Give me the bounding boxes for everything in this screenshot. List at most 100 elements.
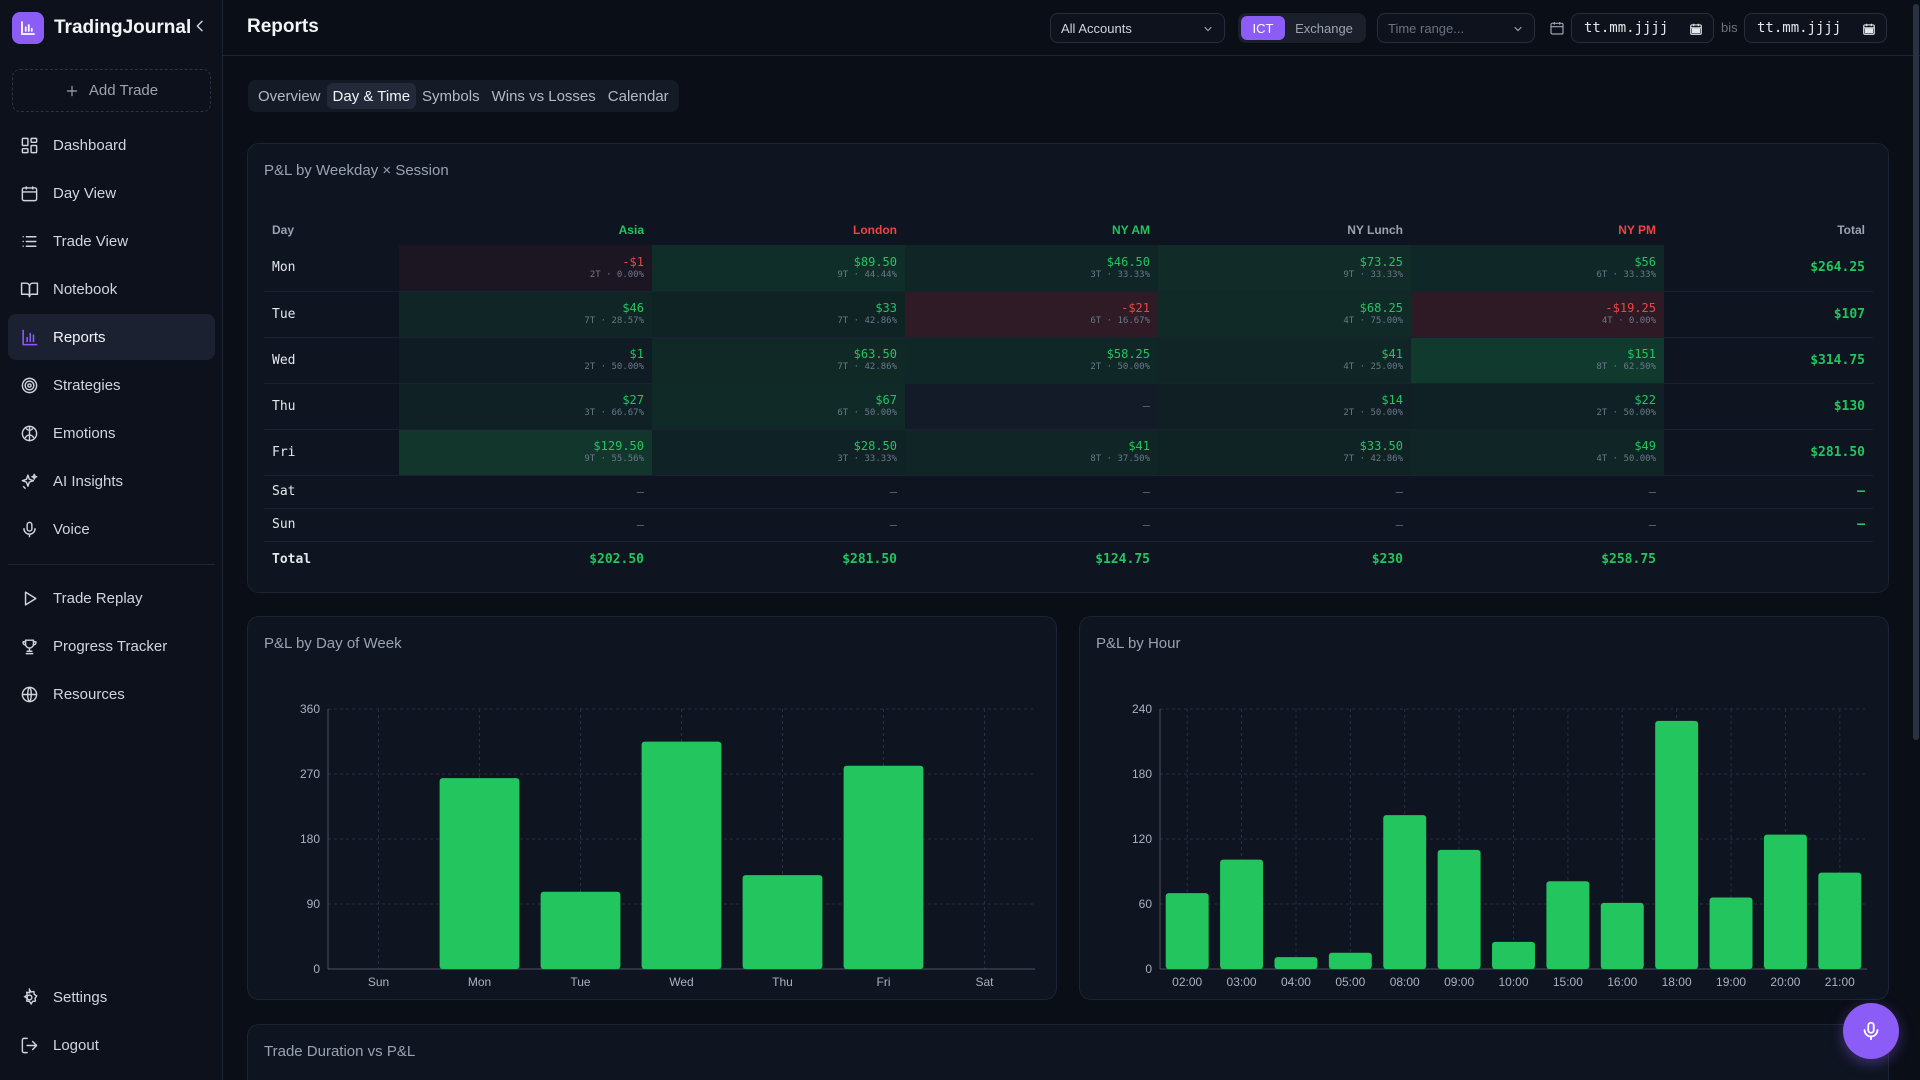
- sidebar-item-logout[interactable]: Logout: [8, 1022, 215, 1068]
- sidebar-item-voice[interactable]: Voice: [8, 506, 215, 552]
- heatmap-cell[interactable]: $33 7T · 42.86%: [652, 291, 905, 338]
- sidebar-item-progress-tracker[interactable]: Progress Tracker: [8, 623, 215, 669]
- date-from-input[interactable]: tt.mm.jjjj: [1571, 13, 1714, 43]
- heatmap-cell[interactable]: $49 4T · 50.00%: [1411, 429, 1664, 476]
- totals-label: Total: [264, 540, 399, 577]
- heatmap-cell[interactable]: $89.50 9T · 44.44%: [652, 245, 905, 292]
- heatmap-cell[interactable]: $22 2T · 50.00%: [1411, 383, 1664, 430]
- heatmap-cell[interactable]: $67 6T · 50.00%: [652, 383, 905, 430]
- calendar-picker-icon[interactable]: [1862, 22, 1876, 36]
- scrollbar-thumb[interactable]: [1913, 4, 1919, 740]
- heatmap-cell[interactable]: $41 4T · 25.00%: [1158, 337, 1411, 384]
- sidebar-item-strategies[interactable]: Strategies: [8, 362, 215, 408]
- cell-stats: 4T · 0.00%: [1601, 316, 1656, 326]
- cell-stats: 2T · 50.00%: [1343, 408, 1403, 418]
- tab-day-time[interactable]: Day & Time: [326, 83, 417, 109]
- heatmap-cell[interactable]: —: [652, 475, 905, 509]
- sidebar-item-notebook[interactable]: Notebook: [8, 266, 215, 312]
- chevron-down-icon: [1514, 26, 1522, 32]
- row-total: $107: [1664, 291, 1873, 338]
- date-to-input[interactable]: tt.mm.jjjj: [1744, 13, 1887, 43]
- column-header-ny-am: NY AM: [1111, 223, 1150, 237]
- x-tick-label: 09:00: [1444, 975, 1474, 989]
- heatmap-cell[interactable]: $46 7T · 28.57%: [399, 291, 652, 338]
- tab-symbols[interactable]: Symbols: [422, 87, 480, 105]
- bar: [843, 765, 924, 969]
- heatmap-cell[interactable]: —: [1158, 508, 1411, 542]
- heatmap-cell[interactable]: $28.50 3T · 33.33%: [652, 429, 905, 476]
- cell-value: $14: [1381, 393, 1403, 407]
- brand[interactable]: TradingJournal: [12, 12, 191, 44]
- heatmap-cell[interactable]: $151 8T · 62.50%: [1411, 337, 1664, 384]
- heatmap-cell[interactable]: —: [399, 475, 652, 509]
- heatmap-cell[interactable]: $68.25 4T · 75.00%: [1158, 291, 1411, 338]
- page-scrollbar[interactable]: [1911, 0, 1920, 740]
- heatmap-cell[interactable]: —: [905, 383, 1158, 430]
- add-trade-button[interactable]: Add Trade: [12, 69, 211, 112]
- cell-value: $67: [875, 393, 897, 407]
- heatmap-cell[interactable]: -$19.25 4T · 0.00%: [1411, 291, 1664, 338]
- heatmap-cell[interactable]: $1 2T · 50.00%: [399, 337, 652, 384]
- row-day: Sun: [264, 508, 399, 542]
- cell-value: $41: [1128, 439, 1150, 453]
- tab-calendar[interactable]: Calendar: [607, 87, 669, 105]
- voice-record-button[interactable]: [1843, 1003, 1899, 1059]
- cell-value: $41: [1381, 347, 1403, 361]
- heatmap-cell[interactable]: $73.25 9T · 33.33%: [1158, 245, 1411, 292]
- x-tick-label: Fri: [877, 975, 891, 989]
- tab-overview[interactable]: Overview: [258, 87, 321, 105]
- heatmap-cell[interactable]: $58.25 2T · 50.00%: [905, 337, 1158, 384]
- sidebar-item-settings[interactable]: Settings: [8, 974, 215, 1020]
- collapse-sidebar-icon[interactable]: [192, 18, 208, 34]
- heatmap-cell[interactable]: —: [652, 508, 905, 542]
- heatmap-cell[interactable]: $33.50 7T · 42.86%: [1158, 429, 1411, 476]
- cell-value: —: [1142, 484, 1150, 499]
- time-range-select[interactable]: Time range...: [1377, 13, 1535, 43]
- dashboard-icon: [21, 137, 38, 153]
- table-row: Wed $1 2T · 50.00% $63.50 7T · 42.86% $58.25 2…: [264, 337, 1873, 384]
- sidebar-item-emotions[interactable]: Emotions: [8, 410, 215, 456]
- heatmap-cell[interactable]: —: [399, 508, 652, 542]
- heatmap-cell[interactable]: $27 3T · 66.67%: [399, 383, 652, 430]
- x-tick-label: Sat: [975, 975, 994, 989]
- sidebar-item-dashboard[interactable]: Dashboard: [8, 122, 215, 168]
- table-row: Thu $27 3T · 66.67% $67 6T · 50.00% — $14 2T · …: [264, 383, 1873, 430]
- sidebar-item-label: Resources: [53, 685, 125, 703]
- sidebar-item-reports[interactable]: Reports: [8, 314, 215, 360]
- time-range-placeholder: Time range...: [1388, 20, 1465, 36]
- heatmap-cell[interactable]: $14 2T · 50.00%: [1158, 383, 1411, 430]
- account-select[interactable]: All Accounts: [1050, 13, 1225, 43]
- cell-stats: 2T · 0.00%: [589, 269, 644, 280]
- heatmap-cell[interactable]: —: [1411, 508, 1664, 542]
- heatmap-cell[interactable]: $56 6T · 33.33%: [1411, 245, 1664, 292]
- y-tick-label: 360: [300, 702, 320, 716]
- heatmap-cell[interactable]: $63.50 7T · 42.86%: [652, 337, 905, 384]
- heatmap-cell[interactable]: —: [905, 508, 1158, 542]
- cell-stats: 4T · 25.00%: [1343, 362, 1403, 372]
- sidebar-item-trade-view[interactable]: Trade View: [8, 218, 215, 264]
- heatmap-cell[interactable]: —: [905, 475, 1158, 509]
- row-total: $314.75: [1664, 337, 1873, 384]
- sidebar-item-trade-replay[interactable]: Trade Replay: [8, 575, 215, 621]
- tab-wins-vs-losses[interactable]: Wins vs Losses: [491, 87, 596, 105]
- sidebar-item-label: Day View: [53, 184, 117, 202]
- tz-option-exchange[interactable]: Exchange: [1295, 20, 1353, 36]
- heatmap-cell[interactable]: $129.50 9T · 55.56%: [399, 429, 652, 476]
- sidebar-item-day-view[interactable]: Day View: [8, 170, 215, 216]
- session-total: $281.50: [652, 540, 905, 577]
- trophy-icon: [22, 638, 37, 654]
- heatmap-cell[interactable]: -$21 6T · 16.67%: [905, 291, 1158, 338]
- cell-stats: 6T · 16.67%: [1090, 316, 1150, 326]
- sidebar-item-ai-insights[interactable]: AI Insights: [8, 458, 215, 504]
- heatmap-cell[interactable]: -$1 2T · 0.00%: [399, 245, 652, 292]
- calendar-picker-icon[interactable]: [1689, 22, 1703, 36]
- sidebar-item-resources[interactable]: Resources: [8, 671, 215, 717]
- y-tick-label: 90: [307, 897, 321, 911]
- weekday-session-table: Day Asia London NY AM NY Lunch NY PM Tot…: [264, 215, 1873, 577]
- heatmap-cell[interactable]: $41 8T · 37.50%: [905, 429, 1158, 476]
- heatmap-cell[interactable]: $46.50 3T · 33.33%: [905, 245, 1158, 292]
- cell-value: $46: [622, 301, 644, 315]
- heatmap-cell[interactable]: —: [1158, 475, 1411, 509]
- heatmap-cell[interactable]: —: [1411, 475, 1664, 509]
- tz-option-ict[interactable]: ICT: [1241, 16, 1285, 40]
